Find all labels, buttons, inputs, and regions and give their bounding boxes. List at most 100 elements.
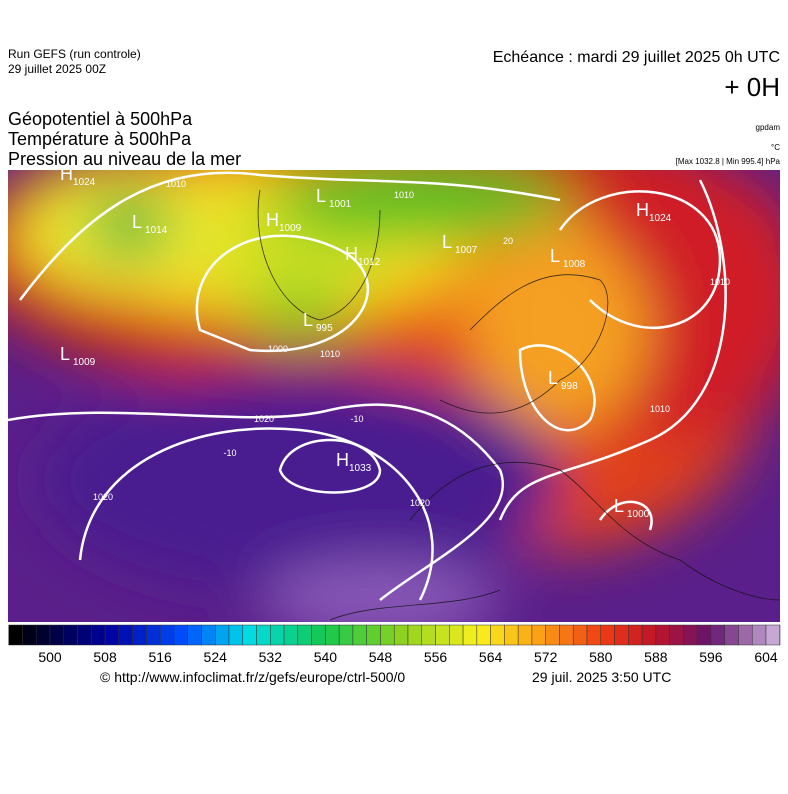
center-kind: L (442, 232, 452, 252)
colorbar-swatch (670, 625, 684, 645)
title: Géopotentiel à 500hPa (8, 109, 193, 129)
colorbar-tick-label: 580 (589, 649, 613, 665)
colorbar-swatch (298, 625, 312, 645)
colorbar-tick-label: 516 (148, 649, 172, 665)
colorbar-swatch (270, 625, 284, 645)
center-kind: H (266, 210, 279, 230)
contour-label: 1010 (394, 190, 414, 200)
center-value: 1000 (627, 509, 650, 520)
colorbar-swatch (752, 625, 766, 645)
contour-label: 1010 (710, 277, 730, 287)
center-value: 1008 (563, 259, 586, 270)
center-value: 1007 (455, 245, 478, 256)
generated: 29 juil. 2025 3:50 UTC (532, 669, 671, 685)
center-kind: L (316, 186, 326, 206)
colorbar-swatch (201, 625, 215, 645)
center-kind: L (132, 212, 142, 232)
colorbar-tick-label: 524 (204, 649, 228, 665)
colorbar-tick-label: 532 (259, 649, 283, 665)
colorbar-tick-label: 508 (93, 649, 117, 665)
colorbar-swatch (188, 625, 202, 645)
title: Pression au niveau de la mer (8, 149, 241, 169)
center-kind: L (614, 496, 624, 516)
colorbar-swatch (449, 625, 463, 645)
colorbar-swatch (436, 625, 450, 645)
center-value: 1012 (358, 257, 381, 268)
center-value: 1009 (279, 223, 302, 234)
contour-label: 1000 (268, 344, 288, 354)
colorbar-swatch (64, 625, 78, 645)
colorbar-swatch (367, 625, 381, 645)
colorbar-swatch (312, 625, 326, 645)
map (0, 100, 788, 640)
colorbar-swatch (711, 625, 725, 645)
colorbar-swatch (9, 625, 23, 645)
echeance: Echéance : mardi 29 juillet 2025 0h UTC (493, 49, 780, 66)
center-value: 995 (316, 323, 333, 334)
contour-label: 1010 (320, 349, 340, 359)
colorbar-swatch (408, 625, 422, 645)
colorbar-swatch (573, 625, 587, 645)
center-kind: H (60, 164, 73, 184)
center-kind: L (548, 368, 558, 388)
colorbar-tick-label: 604 (754, 649, 778, 665)
colorbar-swatch (738, 625, 752, 645)
contour-label: 20 (503, 236, 513, 246)
title: Température à 500hPa (8, 129, 192, 149)
colorbar-swatch (628, 625, 642, 645)
contour-label: -10 (223, 448, 236, 458)
center-kind: H (345, 244, 358, 264)
offset: + 0H (724, 72, 780, 102)
unit: gpdam (756, 123, 781, 132)
colorbar-swatch (78, 625, 92, 645)
center-value: 1024 (649, 213, 672, 224)
colorbar-tick-label: 540 (314, 649, 338, 665)
colorbar-swatch (91, 625, 105, 645)
colorbar-swatch (766, 625, 780, 645)
colorbar-swatch (656, 625, 670, 645)
contour-label: 1020 (254, 414, 274, 424)
unit: °C (771, 143, 780, 152)
colorbar-swatch (504, 625, 518, 645)
colorbar-tick-label: 564 (479, 649, 503, 665)
colorbar-swatch (532, 625, 546, 645)
colorbar-swatch (477, 625, 491, 645)
colorbar-tick-label: 596 (699, 649, 723, 665)
colorbar-swatch (229, 625, 243, 645)
center-kind: L (550, 246, 560, 266)
colorbar-swatch (146, 625, 160, 645)
colorbar-swatch (642, 625, 656, 645)
run: Run GEFS (run controle) (8, 47, 141, 61)
colorbar-swatch (22, 625, 36, 645)
unit: [Max 1032.8 | Min 995.4] hPa (676, 157, 781, 166)
colorbar-swatch (174, 625, 188, 645)
contour-label: 1020 (93, 492, 113, 502)
center-kind: L (60, 344, 70, 364)
colorbar-tick-label: 548 (369, 649, 393, 665)
colorbar-swatch (463, 625, 477, 645)
center-kind: H (336, 450, 349, 470)
colorbar-swatch (546, 625, 560, 645)
colorbar-tick-label: 500 (38, 649, 62, 665)
colorbar-swatch (257, 625, 271, 645)
colorbar-swatch (601, 625, 615, 645)
colorbar-swatch (615, 625, 629, 645)
colorbar-swatch (133, 625, 147, 645)
colorbar-swatch (243, 625, 257, 645)
colorbar-swatch (587, 625, 601, 645)
colorbar-swatch (36, 625, 50, 645)
colorbar-swatch (491, 625, 505, 645)
colorbar-swatch (215, 625, 229, 645)
colorbar-swatch (105, 625, 119, 645)
contour-label: 1020 (410, 498, 430, 508)
colorbar-swatch (518, 625, 532, 645)
colorbar-tick-label: 556 (424, 649, 448, 665)
center-value: 1009 (73, 357, 96, 368)
colorbar-tick-label: 588 (644, 649, 668, 665)
colorbar-swatch (697, 625, 711, 645)
center-kind: H (636, 200, 649, 220)
contour-label: 1010 (166, 179, 186, 189)
center-value: 1001 (329, 199, 352, 210)
